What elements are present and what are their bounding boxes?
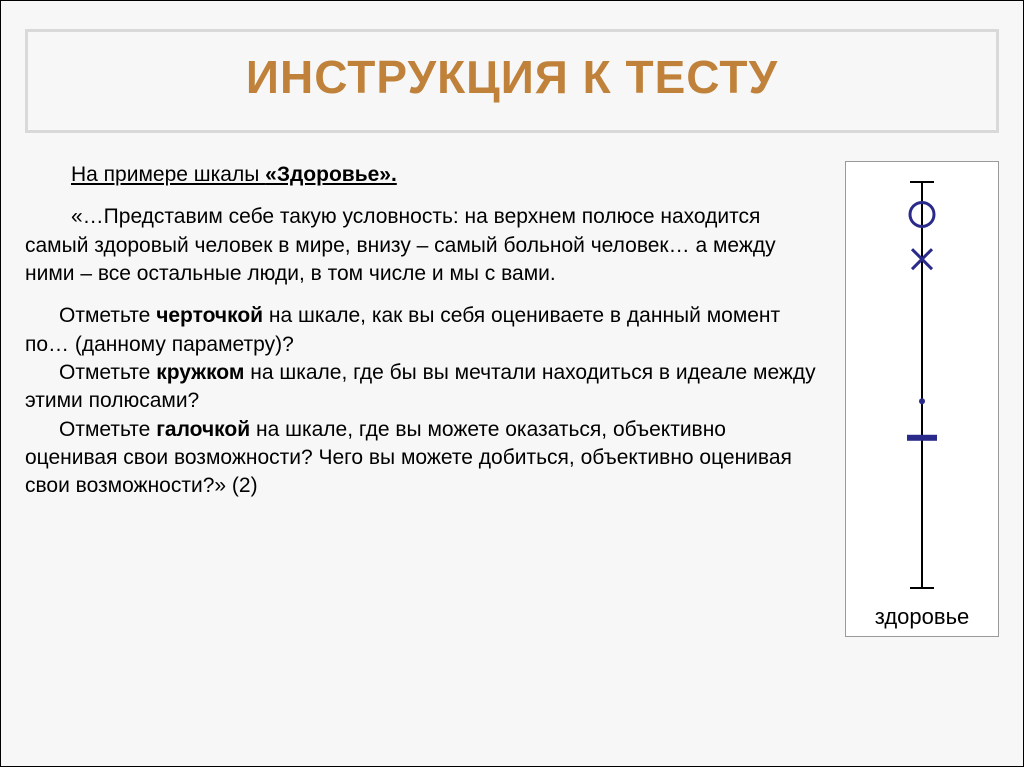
subtitle-bold: «Здоровье». — [265, 163, 397, 186]
paragraph-4: Отметьте галочкой на шкале, где вы может… — [25, 416, 821, 501]
p2-bold: черточкой — [156, 304, 263, 327]
p3-bold: кружком — [156, 361, 244, 384]
p3-a: Отметьте — [59, 361, 156, 384]
page-title: ИНСТРУКЦИЯ К ТЕСТУ — [48, 50, 976, 104]
slide: ИНСТРУКЦИЯ К ТЕСТУ На примере шкалы «Здо… — [0, 0, 1024, 767]
content-row: На примере шкалы «Здоровье». «…Представи… — [25, 161, 999, 637]
paragraph-2: Отметьте черточкой на шкале, как вы себя… — [25, 302, 821, 359]
p4-bold: галочкой — [156, 418, 250, 441]
subtitle-prefix: На примере шкалы — [71, 163, 265, 186]
p2-a: Отметьте — [59, 304, 156, 327]
p4-a: Отметьте — [59, 418, 156, 441]
scale-diagram: здоровье — [845, 161, 999, 637]
scale-label: здоровье — [852, 604, 992, 630]
subtitle-line: На примере шкалы «Здоровье». — [25, 161, 821, 189]
paragraph-3: Отметьте кружком на шкале, где бы вы меч… — [25, 359, 821, 416]
scale-svg — [862, 170, 982, 600]
paragraph-1: «…Представим себе такую условность: на в… — [25, 203, 821, 288]
title-frame: ИНСТРУКЦИЯ К ТЕСТУ — [25, 29, 999, 133]
text-column: На примере шкалы «Здоровье». «…Представи… — [25, 161, 821, 515]
